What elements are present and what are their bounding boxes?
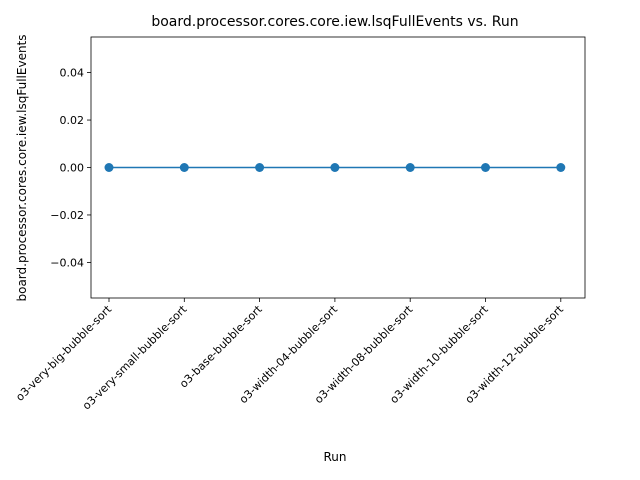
y-tick-label: 0.00 <box>60 162 85 175</box>
data-point <box>104 163 114 172</box>
x-tick-label: o3-base-bubble-sort <box>177 302 265 390</box>
series-line <box>104 163 566 172</box>
y-tick-label: −0.04 <box>50 256 84 269</box>
y-axis: −0.04 −0.02 0.00 0.02 0.04 <box>50 67 91 269</box>
x-axis-label: Run <box>323 450 346 464</box>
chart-title: board.processor.cores.core.iew.lsqFullEv… <box>151 14 518 30</box>
data-point <box>405 163 415 172</box>
data-point <box>556 163 566 172</box>
y-tick-label: 0.02 <box>60 114 85 127</box>
y-axis-label: board.processor.cores.core.iew.lsqFullEv… <box>15 34 29 301</box>
data-point <box>330 163 340 172</box>
x-axis: o3-very-big-bubble-sorto3-very-small-bub… <box>13 298 566 412</box>
data-point <box>255 163 265 172</box>
y-tick-label: −0.02 <box>50 209 84 222</box>
y-tick-label: 0.04 <box>60 67 85 80</box>
data-point <box>179 163 189 172</box>
data-point <box>481 163 490 172</box>
